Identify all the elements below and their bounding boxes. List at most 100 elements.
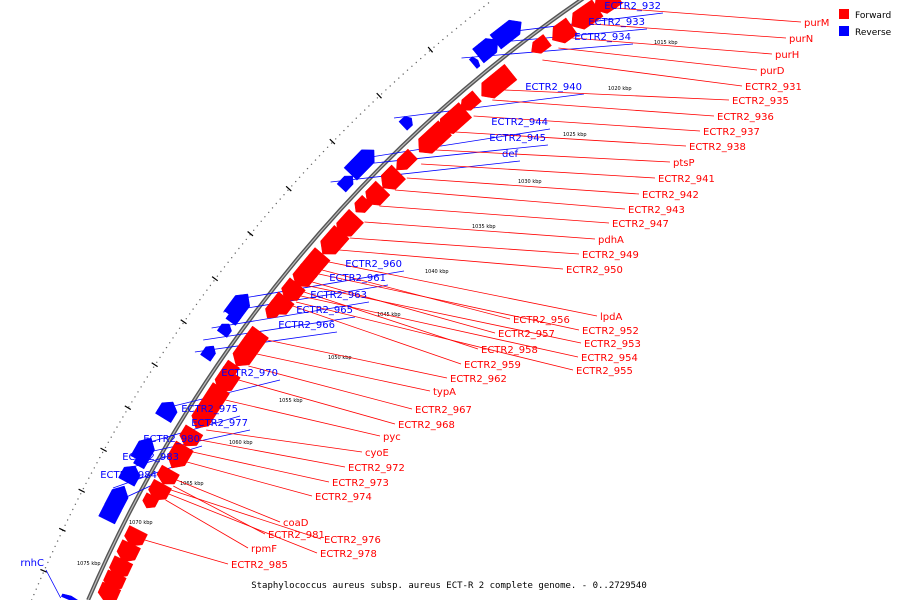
forward-leader-line [238,379,396,425]
tick-label: 1040 kbp [425,269,449,275]
tick-dot [104,446,107,449]
tick-dot [437,42,440,45]
tick-dot [220,270,222,273]
forward-leader-line [558,47,758,71]
reverse-gene-label: ECTR2_934 [574,32,631,43]
forward-leader-line [321,269,511,320]
reverse-gene-label: rnhC [20,558,44,569]
forward-leader-line [186,461,313,497]
forward-gene-label: purN [789,34,813,45]
tick-dot [287,189,289,191]
tick-dot [310,163,313,165]
forward-gene-label: ECTR2_949 [582,250,639,261]
tick-dot [223,266,226,268]
forward-gene-label: ECTR2_931 [745,82,802,93]
forward-gene-label: ECTR2_938 [689,142,746,153]
tick-dot [178,327,181,329]
legend-forward-swatch [839,9,849,19]
reverse-gene [336,175,354,193]
tick-dot [298,176,301,178]
tick-dot [116,426,118,428]
tick-dot [88,477,90,479]
tick-dot [268,211,270,214]
forward-gene [179,424,204,447]
forward-gene-label: ECTR2_958 [481,345,538,356]
tick-dot [125,411,127,413]
tick-dot [122,416,124,418]
forward-gene-label: ECTR2_936 [717,112,774,123]
tick-dot [460,24,462,26]
tick-dot [234,252,236,254]
forward-gene [552,17,578,44]
reverse-gene-label: ECTR2_960 [345,259,402,270]
tick-dot [253,229,255,231]
tick-dot [44,567,47,569]
tick-dot [245,238,247,241]
tick-dot [66,519,69,521]
tick-dot [442,38,444,41]
tick-mark [124,405,132,411]
reverse-leader-line [351,128,551,161]
tick-label: 1060 kbp [229,440,253,446]
forward-gene-label: purD [760,66,785,77]
forward-leader-line [206,429,363,453]
forward-gene [460,90,482,111]
tick-dot [206,289,208,291]
tick-dot [213,280,215,282]
tick-dot [99,456,101,459]
reverse-gene-label: ECTR2_970 [221,368,278,379]
tick-dot [82,487,85,490]
forward-leader-line [349,237,580,255]
tick-label: 1050 kbp [328,355,352,361]
tick-dot [54,545,56,548]
tick-dot [283,194,285,196]
forward-gene-label: cyoE [365,448,389,459]
tick-dot [172,337,174,339]
tick-mark [329,138,336,145]
tick-dot [119,421,121,423]
forward-gene [191,382,230,429]
tick-dot [389,85,391,87]
tick-dot [189,313,191,315]
forward-genes [97,0,623,600]
tick-dot [474,13,476,15]
tick-dot [74,503,77,505]
forward-leader-line [492,99,715,117]
forward-leader-line [421,163,656,179]
tick-dot [260,220,262,222]
reverse-gene [225,309,242,326]
tick-dot [291,185,293,187]
forward-gene-label: ECTR2_953 [584,339,641,350]
reverse-gene [343,149,375,181]
forward-gene-label: ECTR2_973 [332,478,389,489]
reverse-gene [60,593,79,600]
tick-dot [149,371,152,373]
tick-dot [90,472,93,474]
tick-dot [339,134,341,136]
forward-leader-line [394,189,626,210]
forward-gene-label: ECTR2_972 [348,463,405,474]
forward-leader-line [504,89,730,101]
forward-gene-label: pdhA [598,235,624,246]
forward-leader-line [144,539,229,565]
reverse-gene-label: ECTR2_963 [310,290,367,301]
forward-leader-line [176,479,281,523]
tick-dot [372,101,374,103]
forward-leader-line [339,249,564,270]
tick-dot [137,391,139,393]
tick-dot [231,257,233,259]
tick-dot [424,54,426,56]
forward-gene [418,120,453,154]
forward-leader-line [292,305,462,365]
forward-gene-label: ECTR2_954 [581,353,638,364]
forward-gene-label: ECTR2_950 [566,265,623,276]
tick-dot [351,121,353,124]
tick-label: 1070 kbp [129,520,153,526]
forward-leader-line [615,7,802,23]
tick-dot [195,303,198,306]
tick-dot [37,583,40,585]
forward-gene-label: coaD [283,518,309,529]
tick-mark [151,362,158,368]
forward-gene [124,525,148,547]
